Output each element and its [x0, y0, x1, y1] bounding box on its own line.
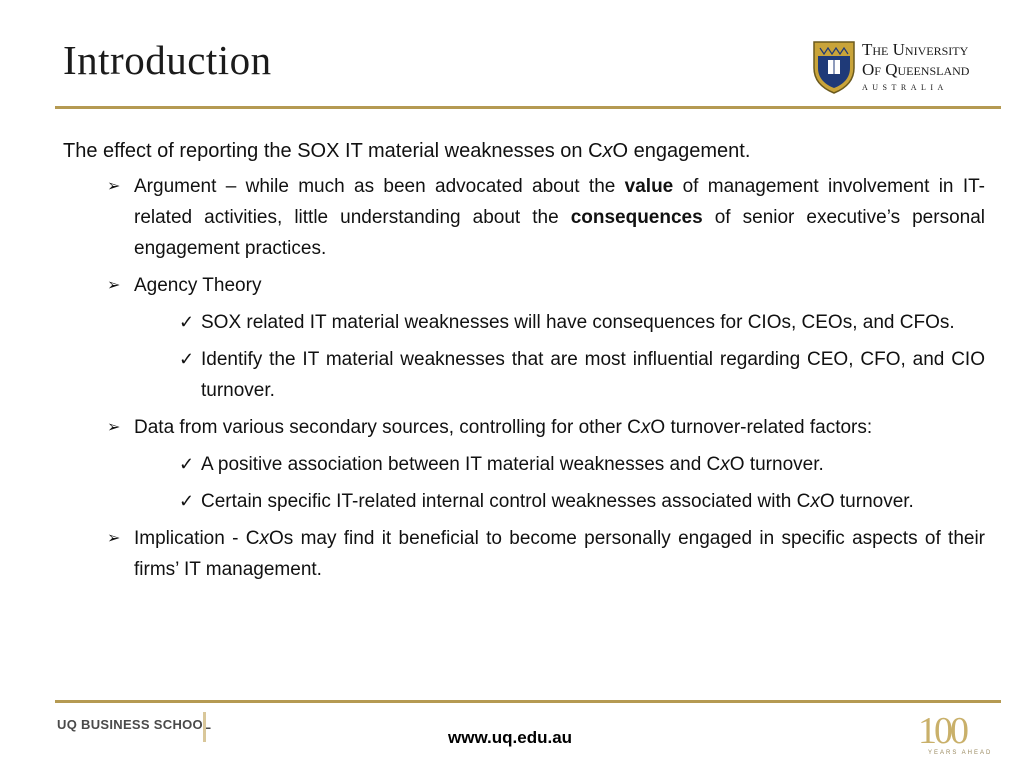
subbullet-specific-weaknesses: ✓ Certain specific IT-related internal c… [63, 486, 985, 517]
arrow-bullet-icon: ➢ [107, 277, 121, 294]
subbullet-sox-consequences: ✓ SOX related IT material weaknesses wil… [63, 307, 985, 338]
anniversary-logo: 100 [918, 710, 969, 752]
arrow-bullet-icon: ➢ [107, 178, 121, 195]
checkmark-icon: ✓ [179, 349, 195, 369]
arrow-bullet-icon: ➢ [107, 419, 121, 436]
bullet-agency-theory: ➢ Agency Theory [63, 270, 985, 301]
bullet-implication: ➢ Implication - CxOs may find it benefic… [63, 523, 985, 585]
checkmark-icon: ✓ [179, 312, 195, 332]
title-divider [55, 106, 1001, 109]
uq-crest-icon [813, 41, 855, 94]
university-logo: The University Of Queensland AUSTRALIA [810, 38, 1000, 98]
checkmark-icon: ✓ [179, 454, 195, 474]
checkmark-icon: ✓ [179, 491, 195, 511]
business-school-label: UQ BUSINESS SCHOOL [57, 717, 212, 732]
bullet-argument: ➢ Argument – while much as been advocate… [63, 171, 985, 264]
footer-accent-bar [203, 712, 206, 742]
footer-divider [55, 700, 1001, 703]
university-country: AUSTRALIA [862, 83, 948, 92]
lead-paragraph: The effect of reporting the SOX IT mater… [63, 140, 751, 162]
slide-body: The effect of reporting the SOX IT mater… [63, 136, 985, 591]
anniversary-tagline: YEARS AHEAD [928, 750, 993, 756]
university-name-line2: Of Queensland [862, 60, 970, 79]
slide-title: Introduction [63, 37, 272, 83]
subbullet-identify-weaknesses: ✓ Identify the IT material weaknesses th… [63, 344, 985, 406]
footer-url: www.uq.edu.au [448, 728, 573, 747]
university-name-line1: The University [862, 40, 969, 59]
arrow-bullet-icon: ➢ [107, 530, 121, 547]
bullet-data-sources: ➢ Data from various secondary sources, c… [63, 412, 985, 443]
subbullet-positive-association: ✓ A positive association between IT mate… [63, 449, 985, 480]
